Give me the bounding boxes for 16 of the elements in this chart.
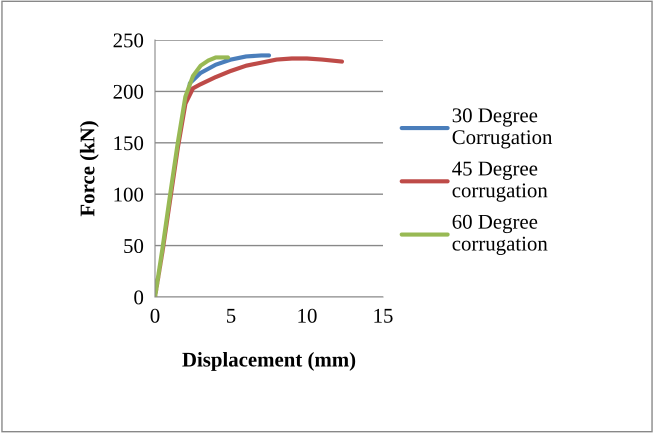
y-axis-title: Force (kN) [80,121,99,216]
x-tick-label: 0 [150,308,160,323]
line-series [155,55,230,297]
y-tick-label: 0 [134,290,144,304]
y-tick-label: 200 [114,84,144,99]
x-tick-label: 5 [227,308,236,323]
y-tick-label: 50 [124,238,144,254]
y-tick-label: 250 [114,33,144,48]
x-tick-label: 15 [374,308,393,323]
legend-label: 45 Degree corrugation [452,162,548,202]
legend-label: 30 Degree Corrugation [452,108,552,148]
y-tick-label: 100 [114,188,144,202]
x-tick-label: 10 [298,308,317,323]
x-axis-title: Displacement (mm) [182,352,356,371]
y-tick-label: 150 [114,136,144,150]
legend-label: 60 Degree corrugation [452,214,548,255]
